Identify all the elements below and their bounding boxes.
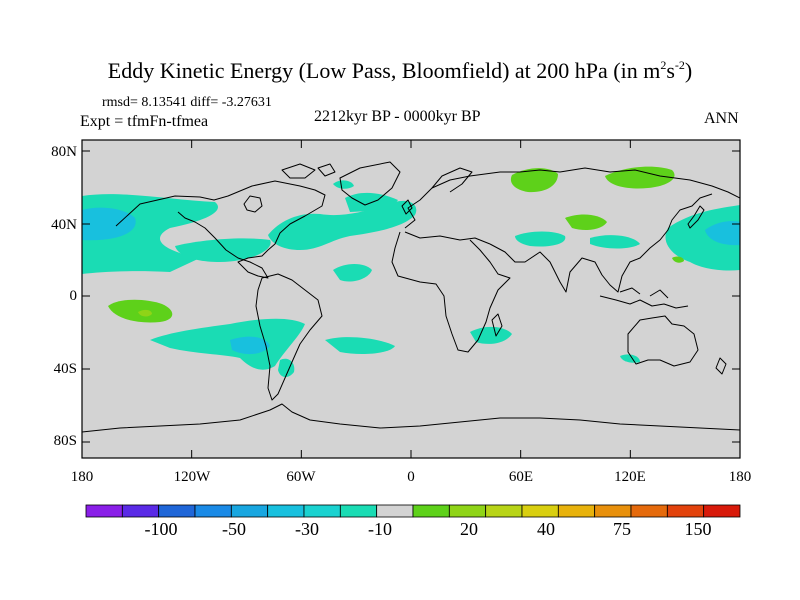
coast-new-zealand bbox=[715, 357, 727, 375]
colorbar-swatch bbox=[85, 504, 123, 518]
colorbar-swatch bbox=[630, 504, 668, 518]
coast-south-america bbox=[255, 273, 323, 401]
coast-africa bbox=[391, 231, 511, 353]
central-asia-increase bbox=[565, 214, 607, 230]
coast-europe bbox=[404, 167, 740, 229]
lon-label-120w: 120W bbox=[173, 469, 211, 485]
colorbar-swatch bbox=[557, 504, 596, 518]
lon-label-180w: 180 bbox=[70, 469, 94, 485]
axis-ticks bbox=[81, 140, 741, 458]
coast-australia bbox=[627, 315, 699, 367]
lon-label-60e: 60E bbox=[508, 469, 534, 485]
north-pacific-core bbox=[82, 207, 136, 241]
period-label: 2212kyr BP - 0000kyr BP bbox=[314, 108, 481, 125]
colorbar-label: -100 bbox=[144, 519, 178, 539]
stats-text: rmsd= 8.13541 diff= -3.27631 bbox=[102, 95, 272, 110]
colorbar-swatch bbox=[121, 504, 160, 518]
colorbar-label: -30 bbox=[295, 519, 319, 539]
coast-north-america bbox=[115, 180, 326, 279]
coast-hudson-bay bbox=[243, 195, 263, 213]
south-africa-reduction bbox=[470, 326, 512, 344]
coast-british-isles bbox=[401, 199, 413, 215]
south-atlantic-reduction bbox=[325, 337, 395, 354]
coast-indonesia bbox=[599, 287, 689, 309]
colorbar-swatch bbox=[376, 504, 414, 518]
colorbar-label: 20 bbox=[460, 519, 478, 539]
coast-scandinavia bbox=[431, 167, 473, 193]
lat-label-80s: 80S bbox=[53, 433, 77, 449]
map-title: Eddy Kinetic Energy (Low Pass, Bloomfiel… bbox=[107, 58, 693, 83]
colorbar-swatch bbox=[594, 504, 632, 518]
east-pacific-core bbox=[705, 220, 740, 246]
tropical-pacific-core bbox=[138, 309, 152, 317]
arctic-small-reduction bbox=[333, 180, 354, 189]
colorbar-swatch bbox=[267, 504, 305, 518]
west-pacific-small-increase bbox=[672, 256, 684, 263]
south-pacific-core bbox=[230, 336, 270, 355]
coast-mediterranean bbox=[404, 231, 491, 245]
coast-antarctica bbox=[82, 403, 740, 433]
australia-small-reduction bbox=[620, 354, 640, 363]
colorbar-label: -10 bbox=[368, 519, 392, 539]
lon-label-60w: 60W bbox=[286, 469, 316, 485]
lat-label-40s: 40S bbox=[53, 361, 77, 377]
colorbar-swatch bbox=[194, 504, 232, 518]
colorbar-swatch bbox=[521, 504, 559, 518]
south-pacific-reduction bbox=[150, 318, 305, 370]
colorbar-swatch bbox=[666, 504, 705, 518]
coastlines bbox=[82, 161, 740, 433]
colorbar-label: 150 bbox=[684, 519, 712, 539]
map-background bbox=[82, 140, 740, 458]
coast-madagascar bbox=[491, 313, 503, 337]
colorbar-swatch bbox=[158, 504, 196, 518]
eurasia-reduction bbox=[515, 231, 566, 247]
colorbar-swatch bbox=[448, 504, 487, 518]
coast-japan bbox=[687, 205, 705, 229]
east-asia-pacific-reduction bbox=[665, 205, 740, 271]
mid-atlantic-reduction bbox=[333, 264, 372, 282]
coast-arctic-islands bbox=[281, 163, 336, 179]
south-america-reduction bbox=[278, 358, 295, 378]
colorbar-label: 75 bbox=[613, 519, 631, 539]
colorbar-swatch bbox=[412, 504, 450, 518]
colorbar-swatch bbox=[339, 504, 378, 518]
caribbean-reduction bbox=[175, 238, 271, 262]
season-label: ANN bbox=[704, 110, 739, 127]
east-siberia-increase bbox=[605, 166, 675, 189]
lat-label-40n: 40N bbox=[51, 217, 77, 233]
tibet-reduction bbox=[590, 235, 640, 249]
colorbar-label: -50 bbox=[222, 519, 246, 539]
coast-greenland bbox=[339, 161, 401, 206]
colorbar-swatch bbox=[303, 504, 341, 518]
lat-label-0: 0 bbox=[69, 288, 78, 304]
lon-label-120e: 120E bbox=[614, 469, 646, 485]
contour-fills bbox=[82, 166, 740, 378]
siberia-increase bbox=[510, 168, 558, 193]
colorbar-swatch bbox=[485, 504, 523, 518]
experiment-label: Expt = tfmFn-tfmea bbox=[80, 113, 209, 130]
colorbar-swatch bbox=[703, 504, 741, 518]
colorbar bbox=[85, 504, 741, 518]
coast-arabia-india bbox=[489, 193, 713, 293]
lon-label-0: 0 bbox=[407, 469, 415, 485]
colorbar-swatch bbox=[230, 504, 269, 518]
lat-label-80n: 80N bbox=[51, 144, 77, 160]
colorbar-label: 40 bbox=[537, 519, 555, 539]
lon-label-180e: 180 bbox=[728, 469, 752, 485]
north-atlantic-reduction bbox=[268, 200, 417, 250]
